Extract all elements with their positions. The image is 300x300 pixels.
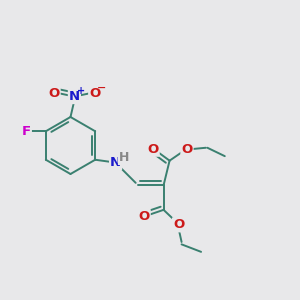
Text: O: O [173,218,184,231]
Text: O: O [139,210,150,223]
Text: −: − [97,82,106,93]
Text: O: O [182,143,193,156]
Text: H: H [118,152,129,164]
Text: F: F [22,125,31,138]
Text: +: + [76,86,85,96]
Text: O: O [89,86,100,100]
Text: O: O [148,143,159,156]
Text: N: N [69,90,80,103]
Text: O: O [48,86,60,100]
Text: N: N [110,156,121,169]
